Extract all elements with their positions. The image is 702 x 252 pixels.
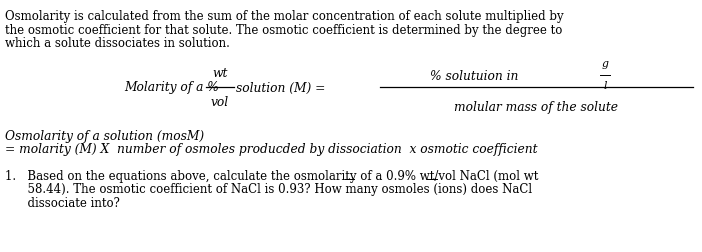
Text: molular mass of the solute: molular mass of the solute (454, 101, 618, 114)
Text: l: l (603, 81, 607, 91)
Text: Molarity of a %: Molarity of a % (124, 81, 219, 94)
Text: vol: vol (211, 96, 229, 109)
Text: solution (M) =: solution (M) = (236, 81, 325, 94)
Text: g: g (602, 59, 609, 69)
Text: Osmolarity is calculated from the sum of the molar concentration of each solute : Osmolarity is calculated from the sum of… (5, 10, 564, 23)
Text: % solutuion in: % solutuion in (430, 69, 518, 82)
Text: 1.   Based on the equations above, calculate the osmolarity of a 0.9% wt/vol NaC: 1. Based on the equations above, calcula… (5, 169, 538, 182)
Text: dissociate into?: dissociate into? (5, 196, 120, 209)
Text: which a solute dissociates in solution.: which a solute dissociates in solution. (5, 37, 230, 50)
Text: the osmotic coefficient for that solute. The osmotic coefficient is determined b: the osmotic coefficient for that solute.… (5, 23, 562, 36)
Text: 58.44). The osmotic coefficient of NaCl is 0.93? How many osmoles (ions) does Na: 58.44). The osmotic coefficient of NaCl … (5, 183, 532, 196)
Text: Osmolarity of a solution (mosM): Osmolarity of a solution (mosM) (5, 130, 204, 142)
Text: wt: wt (212, 67, 227, 80)
Text: = molarity (M) X  number of osmoles producded by dissociation  x osmotic coeffic: = molarity (M) X number of osmoles produ… (5, 143, 538, 156)
